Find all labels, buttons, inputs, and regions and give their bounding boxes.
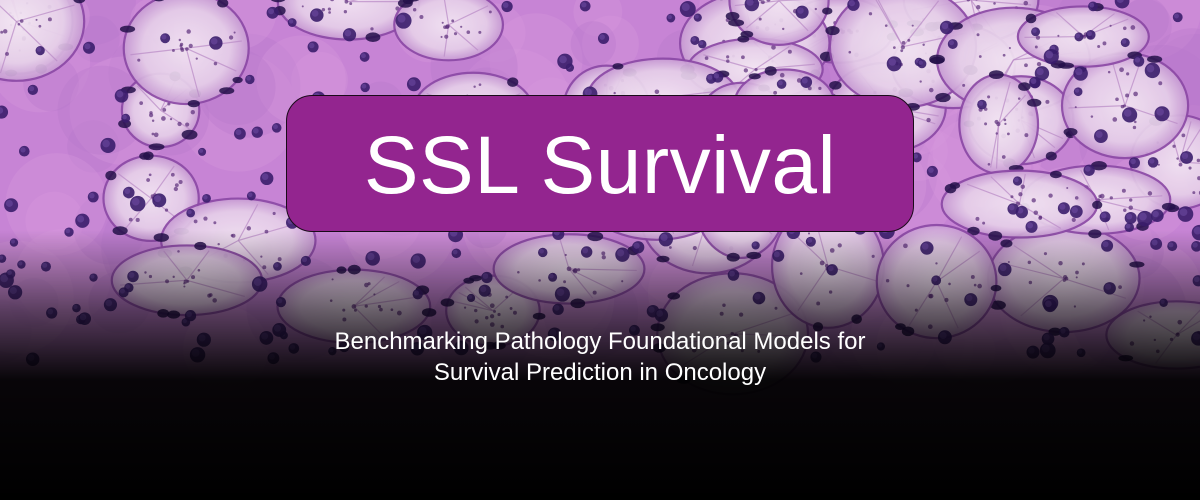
subtitle-line-2: Survival Prediction in Oncology <box>433 359 767 386</box>
subtitle-line-1: Benchmarking Pathology Foundational Mode… <box>334 328 866 355</box>
title-box: SSL Survival <box>286 95 914 232</box>
page-title: SSL Survival <box>363 119 837 211</box>
subtitle: Benchmarking Pathology Foundational Mode… <box>200 326 1000 388</box>
